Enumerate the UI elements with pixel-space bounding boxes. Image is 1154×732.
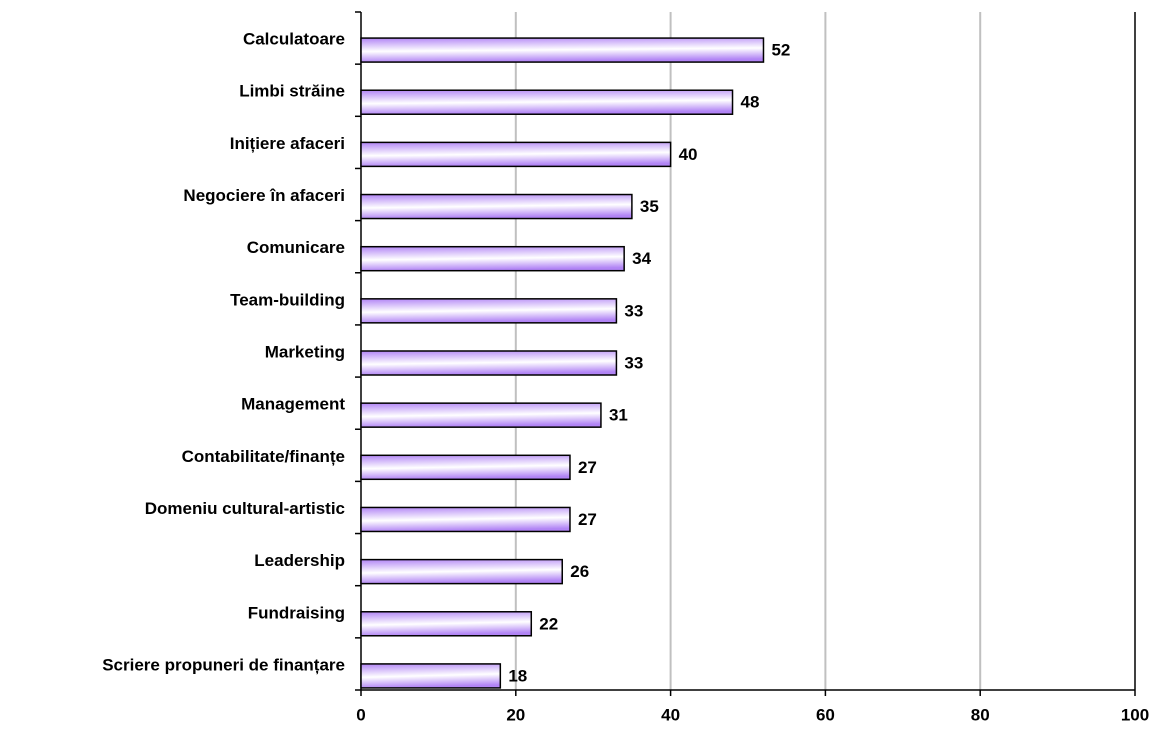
y-tick-label: Leadership <box>254 551 345 570</box>
y-tick-label: Fundraising <box>248 603 345 622</box>
y-tick-label: Domeniu cultural-artistic <box>145 499 345 518</box>
value-label: 52 <box>771 41 790 60</box>
y-tick-label: Marketing <box>265 342 345 361</box>
y-tick-label: Contabilitate/finanțe <box>182 447 345 466</box>
x-tick-label: 60 <box>816 705 835 724</box>
value-label: 27 <box>578 458 597 477</box>
value-label: 33 <box>624 353 643 372</box>
y-tick-label: Calculatoare <box>243 30 345 49</box>
x-tick-label: 80 <box>971 705 990 724</box>
x-tick-label: 100 <box>1121 705 1149 724</box>
value-label: 35 <box>640 197 659 216</box>
bar <box>360 141 672 168</box>
bar <box>360 298 618 324</box>
y-tick-label: Team-building <box>230 290 345 309</box>
bar <box>360 89 734 115</box>
bar <box>360 663 502 689</box>
value-label: 22 <box>539 614 558 633</box>
bar <box>360 558 563 585</box>
bar <box>360 611 533 637</box>
y-tick-label: Negociere în afaceri <box>183 186 345 205</box>
bar <box>360 402 602 428</box>
x-tick-label: 40 <box>661 705 680 724</box>
value-label: 33 <box>624 301 643 320</box>
value-label: 40 <box>679 145 698 164</box>
bar <box>360 245 625 272</box>
value-label: 34 <box>632 249 651 268</box>
x-tick-label: 20 <box>506 705 525 724</box>
y-tick-label: Comunicare <box>247 238 345 257</box>
value-label: 27 <box>578 510 597 529</box>
bar <box>360 506 571 533</box>
value-label: 31 <box>609 406 628 425</box>
y-tick-label: Inițiere afaceri <box>230 134 345 153</box>
y-tick-label: Management <box>241 395 345 414</box>
bar <box>360 454 571 481</box>
bar <box>360 193 633 220</box>
y-tick-label: Scriere propuneri de finanțare <box>102 655 345 674</box>
value-label: 26 <box>570 562 589 581</box>
bar <box>360 37 765 63</box>
x-tick-label: 0 <box>356 705 365 724</box>
y-tick-label: Limbi străine <box>239 82 345 101</box>
value-label: 18 <box>508 666 527 685</box>
value-label: 48 <box>741 93 760 112</box>
bar <box>360 350 618 376</box>
